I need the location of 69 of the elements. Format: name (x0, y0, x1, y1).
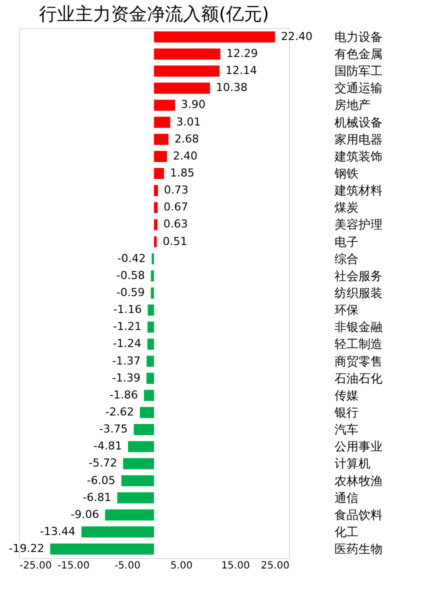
data-label: 0.51 (162, 234, 188, 248)
y-tick-label: 家用电器 (334, 132, 382, 146)
data-label: -1.86 (109, 388, 138, 402)
data-label: 2.40 (172, 149, 198, 162)
y-tick-label: 医药生物 (334, 542, 382, 556)
y-tick-label: 传媒 (334, 388, 358, 402)
y-tick-label: 电力设备 (334, 30, 382, 44)
data-label: -0.58 (116, 268, 145, 282)
y-tick-label: 社会服务 (334, 268, 382, 283)
y-tick-label: 交通运输 (334, 81, 382, 96)
data-label: -1.39 (112, 371, 140, 384)
data-label: -13.44 (40, 524, 76, 538)
data-label: 0.63 (163, 218, 188, 231)
y-tick-label: 钢铁 (334, 166, 358, 181)
data-label: 2.68 (174, 132, 199, 146)
data-label: -0.42 (117, 252, 146, 265)
x-tick-label: -25.00 (20, 560, 52, 572)
data-label: -19.22 (8, 542, 44, 556)
y-tick-label: 国防军工 (334, 64, 382, 78)
y-tick-label: 非银金融 (334, 320, 382, 334)
y-tick-label: 汽车 (334, 422, 358, 437)
data-label: -1.24 (112, 337, 142, 350)
x-tick-label: -15.00 (57, 560, 90, 572)
data-label: -6.81 (82, 490, 112, 504)
x-tick-label: 5.00 (170, 560, 193, 572)
x-tick-label: 25.00 (260, 560, 290, 572)
y-tick-label: 房地产 (334, 98, 370, 112)
y-tick-label: 计算机 (334, 456, 370, 471)
data-label: -0.59 (116, 286, 145, 299)
data-label: -1.16 (113, 303, 142, 316)
data-label: -4.81 (94, 440, 122, 453)
y-tick-label: 有色金属 (334, 47, 382, 62)
data-label: 3.90 (181, 98, 206, 112)
y-tick-label: 银行 (334, 405, 358, 420)
y-tick-label: 煤炭 (334, 200, 358, 215)
y-tick-label: 美容护理 (334, 218, 382, 232)
y-tick-label: 化工 (334, 524, 358, 539)
y-tick-label: 建筑材料 (334, 184, 382, 198)
y-tick-label: 石油石化 (334, 371, 382, 386)
data-label: -9.06 (70, 508, 100, 521)
data-label: -5.72 (88, 456, 118, 470)
data-label: -1.37 (112, 354, 141, 368)
y-tick-label: 通信 (334, 490, 358, 505)
y-tick-label: 建筑装饰 (334, 149, 382, 164)
y-tick-label: 纺织服装 (334, 286, 382, 300)
data-label: 12.29 (226, 47, 258, 60)
data-label: 0.67 (164, 200, 188, 214)
x-tick-label: 15.00 (221, 560, 250, 572)
data-label: 12.14 (226, 64, 258, 78)
y-tick-label: 公用事业 (334, 440, 382, 454)
data-label: 0.73 (164, 184, 188, 197)
y-tick-label: 农林牧渔 (334, 474, 382, 488)
y-tick-label: 电子 (334, 234, 358, 249)
y-tick-label: 商贸零售 (334, 354, 382, 368)
data-label: 10.38 (216, 81, 248, 94)
data-label: -6.05 (86, 474, 116, 487)
data-label: -3.75 (99, 422, 128, 436)
chart-title: 行业主力资金净流入额(亿元) (38, 4, 270, 25)
data-label: 1.85 (170, 166, 194, 180)
y-tick-label: 综合 (334, 252, 358, 266)
data-label: -1.21 (112, 320, 142, 334)
y-tick-label: 机械设备 (334, 115, 382, 130)
y-tick-label: 环保 (334, 303, 358, 318)
x-tick-label: -5.00 (114, 560, 140, 572)
y-tick-label: 食品饮料 (334, 508, 382, 522)
y-tick-label: 轻工制造 (334, 337, 382, 352)
data-label: -2.62 (105, 405, 134, 418)
data-label: 22.40 (280, 30, 312, 43)
data-label: 3.01 (176, 115, 201, 128)
